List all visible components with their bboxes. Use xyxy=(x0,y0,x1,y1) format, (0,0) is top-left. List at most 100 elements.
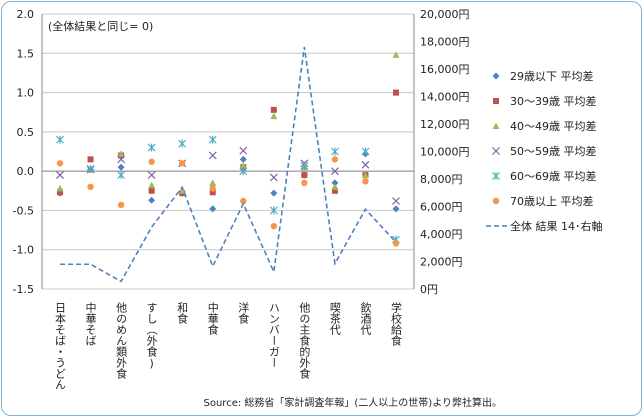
total-line xyxy=(60,46,397,283)
data-point xyxy=(239,146,248,155)
data-point xyxy=(301,172,308,179)
data-point xyxy=(56,184,64,192)
right-tick-label: 8,000円 xyxy=(420,173,463,186)
right-tick-label: 0円 xyxy=(420,283,438,296)
data-point xyxy=(392,51,400,58)
left-tick-label: 1.0 xyxy=(17,87,35,100)
data-point xyxy=(270,222,278,230)
data-point xyxy=(330,167,339,176)
legend-label: 29歳以下 平均差 xyxy=(510,69,594,83)
left-tick-label: 2.0 xyxy=(17,8,35,21)
data-point xyxy=(269,173,278,182)
data-point xyxy=(209,185,216,192)
left-tick-label: -1.0 xyxy=(13,244,34,257)
data-point xyxy=(117,150,125,157)
left-axis-ticks: -1.5 -1.0 -0.5 0.0 0.5 1.0 1.5 2.0 xyxy=(13,8,34,296)
right-tick-label: 2,000円 xyxy=(420,256,463,269)
data-point xyxy=(148,196,156,204)
left-tick-label: -1.5 xyxy=(13,283,34,296)
legend: 29歳以下 平均差 30～39歳 平均差 40～49歳 平均差 50～59歳 平均差 6… xyxy=(486,69,603,233)
left-tick-label: -0.5 xyxy=(13,204,34,217)
source-note: Source: 総務省「家計調査年報」(二人以上の世帯)より弊社算出。 xyxy=(204,396,503,409)
right-tick-label: 4,000円 xyxy=(420,228,463,241)
data-point xyxy=(300,161,309,170)
data-point xyxy=(270,112,278,120)
legend-swatch xyxy=(492,72,500,80)
data-point xyxy=(269,206,278,215)
data-point xyxy=(361,147,370,156)
data-point xyxy=(331,179,339,187)
right-tick-label: 18,000円 xyxy=(420,36,470,49)
category-label: 他の主食的外食 xyxy=(298,302,311,380)
data-point xyxy=(148,158,155,165)
category-label: 和食 xyxy=(176,302,189,325)
data-point xyxy=(178,139,187,148)
data-point xyxy=(240,197,247,205)
data-point xyxy=(117,171,126,180)
legend-swatch xyxy=(492,147,500,155)
data-point xyxy=(392,240,400,247)
data-point xyxy=(331,187,338,194)
category-label: 中華そば xyxy=(84,302,97,346)
category-label: 他のめん類外食 xyxy=(115,302,128,380)
data-point xyxy=(331,183,339,190)
data-point xyxy=(208,151,217,160)
data-point xyxy=(178,187,186,194)
data-point xyxy=(392,205,400,213)
right-axis-ticks: 0円 2,000円 4,000円 6,000円 8,000円 10,000円 12,000円… xyxy=(420,8,470,296)
legend-label: 60～69歳 平均差 xyxy=(510,169,597,183)
grid-lines xyxy=(41,13,415,290)
data-point xyxy=(362,178,369,185)
legend-label: 70歳以上 平均差 xyxy=(510,194,594,208)
category-label: 日本そば・うどん xyxy=(54,302,67,390)
legend-swatch xyxy=(492,122,500,129)
legend-swatch xyxy=(492,172,500,180)
left-tick-label: 0.0 xyxy=(17,165,35,178)
data-point xyxy=(361,171,369,179)
data-point xyxy=(239,162,247,169)
data-point xyxy=(117,163,125,171)
data-point xyxy=(301,179,308,187)
legend-label: 30～39歳 平均差 xyxy=(510,94,597,108)
data-point xyxy=(57,189,63,196)
data-point xyxy=(147,171,156,179)
data-point xyxy=(56,135,64,144)
data-point xyxy=(209,205,217,213)
data-point xyxy=(56,171,64,179)
data-point xyxy=(393,89,399,96)
data-point xyxy=(208,135,217,144)
data-point xyxy=(209,179,217,186)
left-tick-label: 0.5 xyxy=(17,126,35,139)
left-tick-label: 1.5 xyxy=(17,47,35,60)
legend-label: 全体 結果 14･右軸 xyxy=(510,219,603,233)
category-labels: 日本そば・うどん 中華そば 他のめん類外食 すし（外食) 和食 中華食 洋食 ハンバーガー 他の… xyxy=(54,301,403,390)
category-label: すし（外食) xyxy=(145,302,158,370)
category-label: 中華食 xyxy=(206,302,219,336)
right-tick-label: 10,000円 xyxy=(420,146,470,159)
data-point xyxy=(270,106,277,113)
data-point xyxy=(270,189,278,197)
data-point xyxy=(148,187,155,194)
series-marks xyxy=(56,46,400,283)
data-point xyxy=(209,189,216,196)
data-point xyxy=(392,197,400,205)
data-point xyxy=(147,143,156,152)
right-tick-label: 14,000円 xyxy=(420,91,470,104)
data-point xyxy=(117,155,126,164)
category-label: 飲酒代 xyxy=(359,301,372,336)
data-point xyxy=(87,183,94,191)
data-point xyxy=(361,160,370,169)
data-point xyxy=(239,167,248,176)
category-label: ハンバーガー xyxy=(267,302,280,368)
legend-label: 50～59歳 平均差 xyxy=(510,144,597,158)
legend-label: 40～49歳 平均差 xyxy=(510,119,597,133)
chart-note: (全体結果と同じ= 0) xyxy=(48,19,153,33)
right-tick-label: 20,000円 xyxy=(420,8,470,21)
category-label: 喫茶代 xyxy=(328,302,341,336)
data-point xyxy=(330,147,339,156)
legend-swatch xyxy=(493,98,499,104)
right-tick-label: 12,000円 xyxy=(420,118,470,131)
right-tick-label: 6,000円 xyxy=(420,201,463,214)
